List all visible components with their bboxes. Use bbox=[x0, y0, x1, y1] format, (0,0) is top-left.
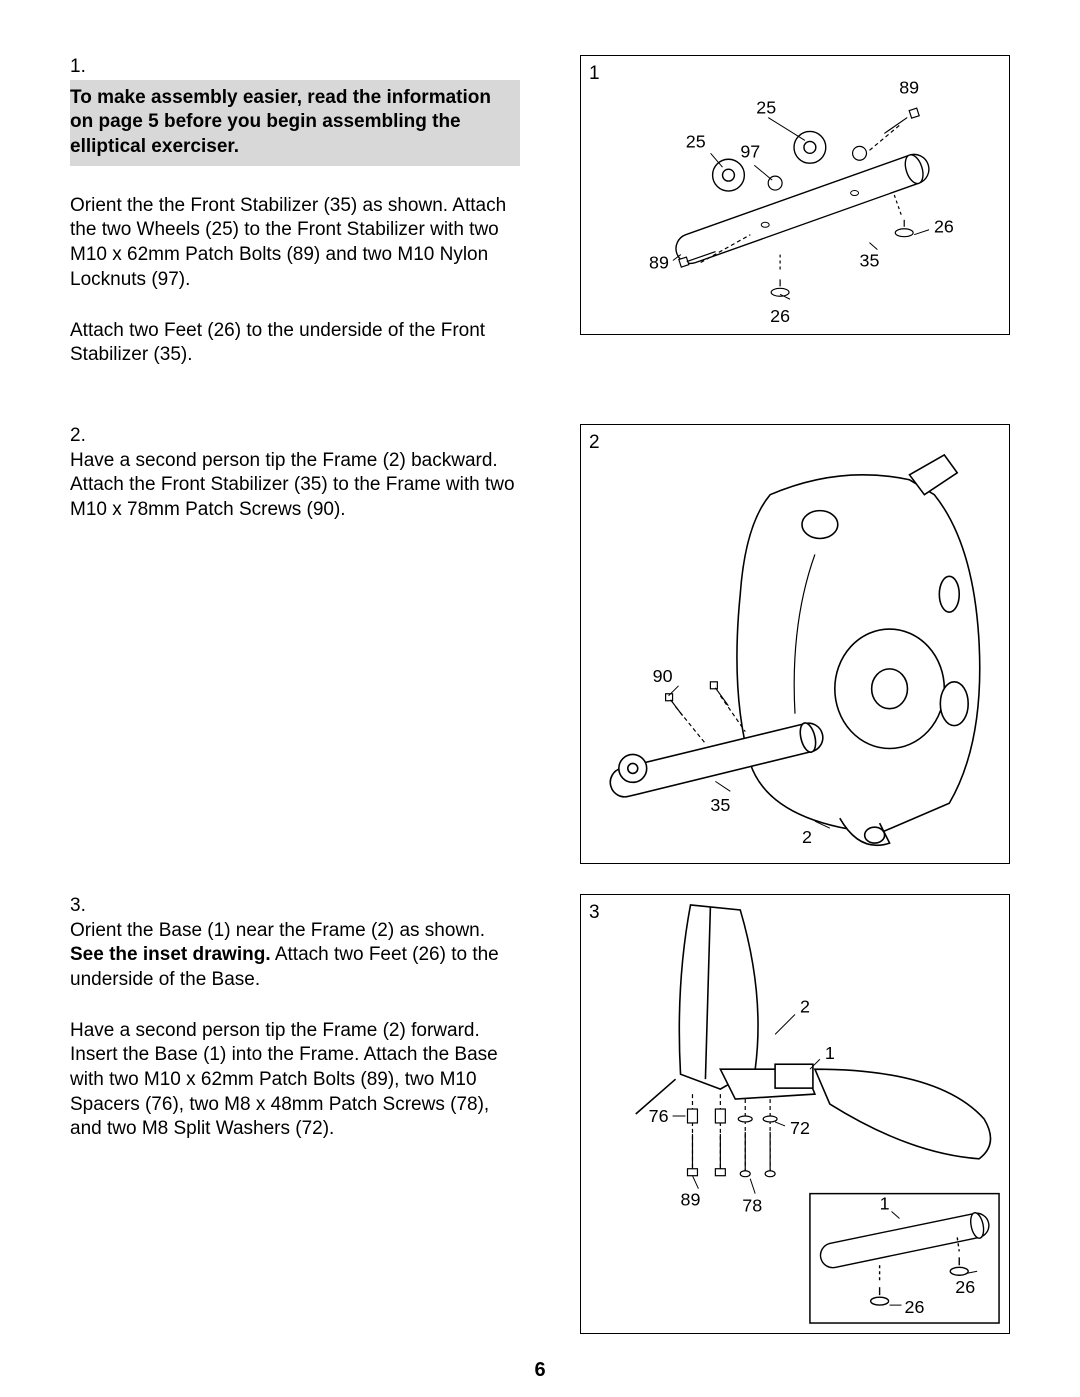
fig3-label-78: 78 bbox=[742, 1195, 762, 1215]
fig1-label-35: 35 bbox=[860, 250, 880, 270]
fig1-label-26b: 26 bbox=[770, 306, 790, 326]
fig1-label-97: 97 bbox=[740, 141, 760, 161]
step-1-text: 1. To make assembly easier, read the inf… bbox=[70, 55, 560, 394]
fig1-label-89a: 89 bbox=[899, 78, 919, 98]
figure-2-diagram: 90 35 2 bbox=[581, 425, 1009, 863]
figure-3-number: 3 bbox=[589, 901, 600, 926]
step-3-para-2: Have a second person tip the Frame (2) f… bbox=[70, 1019, 520, 1142]
figure-2-number: 2 bbox=[589, 431, 600, 456]
step-1-highlight-box: To make assembly easier, read the inform… bbox=[70, 80, 520, 166]
fig1-label-26a: 26 bbox=[934, 217, 954, 237]
step-3-number: 3. bbox=[70, 894, 98, 919]
fig3-label-1a: 1 bbox=[825, 1043, 835, 1063]
fig3-label-26b: 26 bbox=[904, 1297, 924, 1317]
fig3-label-1b: 1 bbox=[880, 1193, 890, 1213]
step-1-number: 1. bbox=[70, 55, 98, 80]
fig1-label-25b: 25 bbox=[686, 131, 706, 151]
step-3-para-1: Orient the Base (1) near the Frame (2) a… bbox=[70, 919, 520, 993]
fig2-label-90: 90 bbox=[653, 666, 673, 686]
fig3-label-89: 89 bbox=[681, 1189, 701, 1209]
fig3-label-76: 76 bbox=[649, 1106, 669, 1126]
figure-2-box: 2 bbox=[580, 424, 1010, 864]
step-3-text: 3. Orient the Base (1) near the Frame (2… bbox=[70, 894, 560, 1334]
step-1-para-1: Orient the the Front Stabilizer (35) as … bbox=[70, 194, 520, 293]
fig1-label-25a: 25 bbox=[756, 98, 776, 118]
step-2-para-1: Have a second person tip the Frame (2) b… bbox=[70, 449, 520, 523]
fig2-label-35: 35 bbox=[710, 795, 730, 815]
fig2-label-2: 2 bbox=[802, 827, 812, 847]
step-2-number: 2. bbox=[70, 424, 98, 449]
figure-1-number: 1 bbox=[589, 62, 600, 87]
fig1-label-89b: 89 bbox=[649, 252, 669, 272]
step-2-text: 2. Have a second person tip the Frame (2… bbox=[70, 424, 560, 864]
fig3-label-72: 72 bbox=[790, 1118, 810, 1138]
page-number: 6 bbox=[534, 1357, 545, 1383]
figure-3-box: 3 bbox=[580, 894, 1010, 1334]
step-1-para-2: Attach two Feet (26) to the underside of… bbox=[70, 319, 520, 368]
figure-3-diagram: 1 26 26 2 1 76 72 89 78 bbox=[581, 895, 1009, 1333]
fig3-label-2: 2 bbox=[800, 996, 810, 1016]
figure-1-box: 1 bbox=[580, 55, 1010, 335]
figure-1-diagram: 89 25 25 97 89 26 35 26 bbox=[581, 56, 1009, 334]
fig3-label-26a: 26 bbox=[955, 1277, 975, 1297]
